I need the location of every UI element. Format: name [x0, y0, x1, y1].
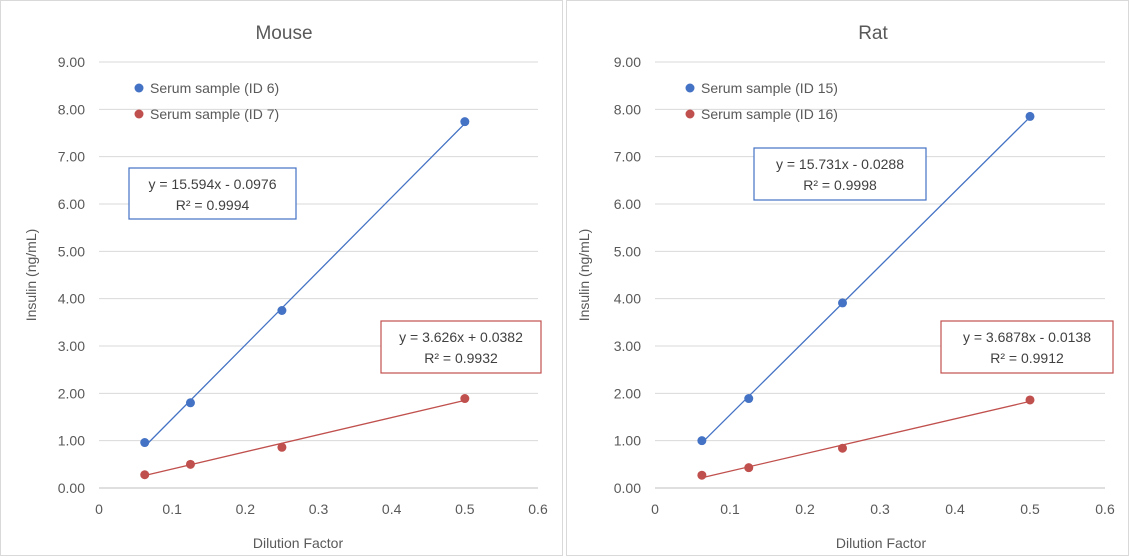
y-tick-label: 7.00: [614, 149, 641, 165]
y-tick-label: 8.00: [58, 101, 85, 117]
y-axis-label: Insulin (ng/mL): [576, 229, 592, 322]
x-tick-label: 0.6: [1095, 501, 1115, 517]
x-tick-label: 0.6: [528, 501, 548, 517]
chart-title: Rat: [858, 23, 888, 44]
legend-label-series-1: Serum sample (ID 6): [150, 80, 279, 96]
y-tick-label: 9.00: [58, 54, 85, 70]
data-point-series-1: [277, 306, 287, 315]
x-tick-label: 0.5: [455, 501, 475, 517]
x-tick-label: 0.4: [945, 501, 965, 517]
y-tick-label: 3.00: [58, 338, 85, 354]
trendline-r-squared: R² = 0.9912: [990, 350, 1064, 366]
trendline-series-2: [701, 400, 1031, 479]
x-axis-label: Dilution Factor: [836, 535, 927, 551]
trendline-equation: y = 15.594x - 0.0976: [148, 176, 276, 192]
legend-marker-series-1: [685, 83, 695, 93]
legend-label-series-2: Serum sample (ID 7): [150, 106, 279, 122]
data-point-series-1: [838, 298, 847, 308]
data-point-series-2: [140, 470, 150, 480]
y-tick-label: 0.00: [614, 480, 641, 496]
y-tick-label: 9.00: [614, 54, 641, 70]
data-point-series-1: [697, 436, 707, 446]
data-point-series-2: [838, 443, 847, 453]
x-tick-label: 0.1: [162, 501, 182, 517]
trendline-r-squared: R² = 0.9994: [176, 197, 250, 213]
y-tick-label: 7.00: [58, 149, 85, 165]
data-point-series-2: [744, 463, 754, 473]
legend-marker-series-1: [134, 83, 144, 93]
legend-label-series-2: Serum sample (ID 16): [701, 106, 838, 122]
data-point-series-2: [185, 459, 195, 469]
trendline-equation: y = 3.6878x - 0.0138: [963, 329, 1091, 345]
chart-title: Mouse: [255, 23, 312, 44]
rat-chart-panel: Rat Dilution Factor Insulin (ng/mL) 0.00…: [566, 0, 1129, 556]
trendline-series-2: [144, 399, 465, 477]
data-point-series-2: [277, 442, 287, 452]
x-tick-label: 0.2: [795, 501, 815, 517]
data-point-series-1: [460, 117, 470, 127]
y-tick-label: 5.00: [58, 243, 85, 259]
trendline-series-1: [701, 116, 1031, 444]
trendline-equation: y = 3.626x + 0.0382: [399, 329, 523, 345]
trendline-equation: y = 15.731x - 0.0288: [776, 156, 904, 172]
mouse-chart-svg: Mouse Dilution Factor Insulin (ng/mL) 0.…: [23, 23, 548, 551]
y-tick-label: 6.00: [614, 196, 641, 212]
data-point-series-1: [744, 394, 754, 404]
legend-marker-series-2: [685, 109, 695, 119]
trendline-r-squared: R² = 0.9998: [803, 177, 877, 193]
trendline-equation-box: [380, 320, 542, 374]
mouse-chart-panel: Mouse Dilution Factor Insulin (ng/mL) 0.…: [0, 0, 563, 556]
x-tick-label: 0.4: [382, 501, 402, 517]
y-tick-label: 5.00: [614, 243, 641, 259]
data-point-series-1: [1025, 111, 1035, 121]
y-tick-label: 4.00: [614, 291, 641, 307]
legend-label-series-1: Serum sample (ID 15): [701, 80, 838, 96]
x-tick-label: 0.2: [236, 501, 256, 517]
y-tick-label: 2.00: [614, 385, 641, 401]
x-tick-label: 0.3: [870, 501, 890, 517]
trendline-equation-box: [128, 167, 297, 220]
trendline-r-squared: R² = 0.9932: [424, 350, 498, 366]
trendline-equation-box: [753, 147, 927, 201]
x-tick-label: 0.5: [1020, 501, 1040, 517]
rat-chart-svg: Rat Dilution Factor Insulin (ng/mL) 0.00…: [576, 23, 1115, 551]
y-tick-label: 6.00: [58, 196, 85, 212]
y-tick-label: 0.00: [58, 480, 85, 496]
data-point-series-1: [185, 398, 195, 408]
legend-marker-series-2: [134, 109, 144, 119]
x-tick-label: 0.3: [309, 501, 329, 517]
data-point-series-2: [1025, 395, 1035, 405]
y-tick-label: 8.00: [614, 101, 641, 117]
y-axis-label: Insulin (ng/mL): [23, 229, 39, 322]
data-point-series-2: [460, 394, 470, 404]
y-tick-label: 2.00: [58, 385, 85, 401]
y-tick-label: 1.00: [614, 433, 641, 449]
x-axis-label: Dilution Factor: [253, 535, 344, 551]
x-tick-label: 0.1: [720, 501, 740, 517]
trendline-series-1: [144, 123, 466, 447]
data-point-series-2: [697, 470, 707, 480]
x-tick-label: 0: [651, 501, 659, 517]
y-tick-label: 3.00: [614, 338, 641, 354]
y-tick-label: 4.00: [58, 291, 85, 307]
x-tick-label: 0: [95, 501, 103, 517]
trendline-equation-box: [940, 320, 1114, 374]
y-tick-label: 1.00: [58, 433, 85, 449]
data-point-series-1: [140, 438, 150, 448]
